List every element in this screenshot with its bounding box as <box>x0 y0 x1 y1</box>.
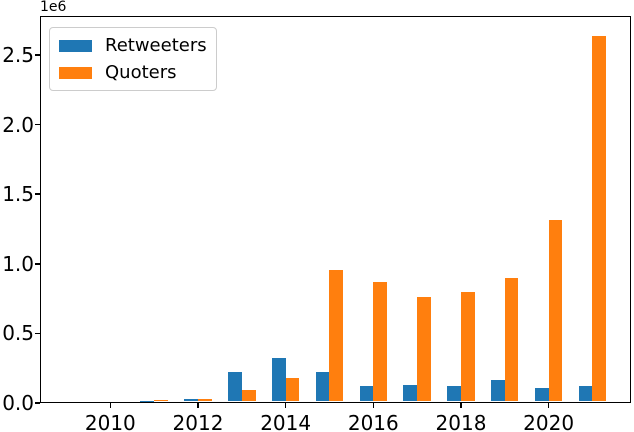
x-tick <box>547 403 550 408</box>
legend-swatch-retweeters <box>59 39 92 52</box>
legend-swatch-quoters <box>59 66 92 79</box>
legend-label-retweeters: Retweeters <box>105 35 207 56</box>
y-tick-label: 1.0 <box>2 251 34 276</box>
y-tick-label: 0.5 <box>2 321 34 346</box>
x-tick <box>197 403 199 408</box>
x-tick-label: 2014 <box>260 411 312 432</box>
y-axis-offset-label: 1e6 <box>40 0 67 15</box>
x-tick <box>460 403 462 408</box>
legend-item-retweeters: Retweeters <box>59 35 207 56</box>
x-tick-label: 2016 <box>347 411 399 432</box>
y-tick-label: 2.5 <box>2 43 34 67</box>
legend-item-quoters: Quoters <box>59 62 207 83</box>
x-tick <box>109 403 112 408</box>
y-tick-label: 1.5 <box>2 182 34 207</box>
x-tick <box>284 403 287 408</box>
x-tick <box>372 403 375 408</box>
legend-label-quoters: Quoters <box>105 62 177 83</box>
x-tick-label: 2012 <box>172 411 224 432</box>
x-tick-label: 2020 <box>523 411 575 432</box>
x-tick-label: 2018 <box>435 411 487 432</box>
legend: Retweeters Quoters <box>49 27 217 91</box>
y-tick-label: 2.0 <box>2 112 34 137</box>
y-tick-label: 0.0 <box>2 391 34 415</box>
x-tick-label: 2010 <box>84 411 136 432</box>
